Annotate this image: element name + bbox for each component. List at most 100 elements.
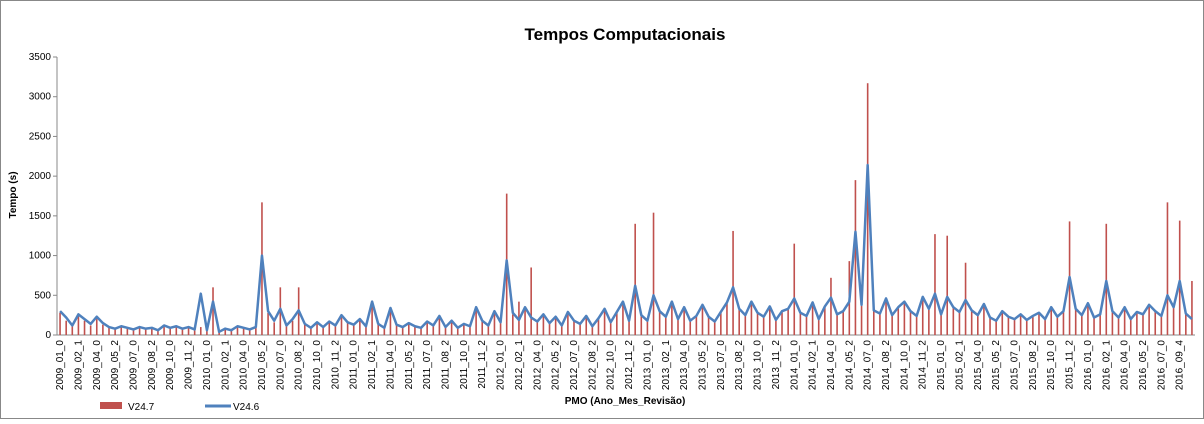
x-tick-label: 2015_01_0: [936, 340, 947, 390]
bar: [1044, 319, 1046, 335]
bar: [144, 329, 147, 335]
bar: [677, 319, 679, 335]
bar: [1081, 315, 1083, 335]
x-tick-label: 2013_07_0: [716, 340, 727, 390]
bar: [560, 326, 563, 335]
x-tick-label: 2010_11_2: [330, 340, 341, 390]
bar: [352, 325, 355, 335]
bar: [1166, 202, 1169, 335]
bar: [970, 311, 973, 335]
x-tick-label: 2016_09_4: [1175, 340, 1186, 390]
bar: [71, 326, 74, 335]
bar: [640, 315, 643, 335]
x-tick-label: 2012_02_1: [514, 340, 525, 390]
bar: [603, 309, 606, 335]
bar: [89, 325, 92, 335]
bar: [1038, 313, 1040, 335]
bar: [316, 323, 318, 335]
bar: [255, 327, 257, 335]
bar: [799, 313, 802, 335]
bar: [958, 312, 961, 335]
bar: [995, 321, 997, 335]
bar: [989, 318, 991, 335]
legend-swatch: [100, 402, 122, 409]
bar: [59, 312, 61, 335]
bar: [303, 324, 306, 335]
bar: [450, 321, 453, 335]
bar: [206, 331, 208, 335]
x-tick-label: 2010_05_2: [257, 340, 268, 390]
bar: [126, 328, 129, 335]
bar: [854, 180, 857, 335]
bar: [756, 313, 759, 335]
x-tick-label: 2009_07_0: [128, 340, 139, 390]
bar: [793, 243, 796, 335]
bar: [726, 303, 728, 335]
bar: [805, 316, 808, 335]
bar: [915, 316, 918, 335]
bar: [811, 303, 814, 335]
bar: [359, 320, 361, 335]
bar: [95, 319, 98, 335]
bar: [1160, 316, 1163, 335]
bar: [591, 327, 594, 335]
bar: [1148, 305, 1150, 335]
y-tick-label: 1500: [29, 211, 52, 222]
bar: [1136, 312, 1138, 335]
y-tick-label: 2500: [29, 131, 52, 142]
x-tick-label: 2014_07_0: [863, 340, 874, 390]
x-tick-label: 2012_05_2: [551, 340, 562, 390]
bar: [885, 299, 887, 335]
bar: [1019, 315, 1022, 335]
x-tick-label: 2013_02_1: [661, 340, 672, 390]
bar: [713, 322, 716, 335]
bar: [187, 327, 190, 335]
y-tick-label: 0: [45, 330, 51, 341]
bar: [401, 327, 404, 335]
bar: [444, 327, 447, 335]
bar: [977, 315, 979, 335]
x-tick-label: 2011_01_0: [349, 340, 360, 390]
bar: [487, 326, 490, 335]
bar: [1074, 309, 1077, 335]
bar: [817, 319, 820, 335]
x-tick-label: 2009_05_2: [110, 340, 121, 390]
bar: [163, 327, 165, 335]
x-axis-label: PMO (Ano_Mes_Revisão): [565, 396, 686, 407]
x-tick-label: 2011_10_0: [459, 340, 470, 390]
bar: [842, 311, 844, 335]
bar: [236, 327, 239, 335]
bar: [1001, 311, 1004, 335]
bar: [866, 83, 869, 335]
bar: [346, 323, 349, 335]
bar: [493, 312, 496, 335]
bar: [683, 307, 685, 335]
bar: [512, 314, 514, 335]
bar: [1087, 304, 1089, 335]
x-tick-label: 2009_02_1: [73, 340, 84, 390]
x-tick-label: 2012_08_2: [587, 340, 598, 390]
bar: [609, 323, 612, 335]
bar: [389, 309, 392, 335]
bar: [720, 312, 722, 335]
bar: [322, 327, 324, 335]
bar: [707, 317, 710, 335]
y-tick-label: 2000: [29, 171, 52, 182]
bar: [291, 320, 294, 335]
bar: [1093, 318, 1095, 335]
x-tick-label: 2014_10_0: [899, 340, 910, 390]
bar: [432, 326, 435, 335]
bar: [334, 326, 337, 335]
bar: [426, 322, 428, 335]
bar: [934, 234, 936, 335]
x-tick-label: 2015_08_2: [1028, 340, 1039, 390]
bar: [701, 305, 704, 335]
bar: [1062, 311, 1065, 335]
bar: [952, 307, 955, 335]
bar: [597, 319, 600, 335]
bar: [408, 323, 410, 335]
bar: [114, 329, 116, 335]
x-tick-label: 2014_11_2: [918, 340, 929, 390]
bar: [542, 315, 545, 335]
